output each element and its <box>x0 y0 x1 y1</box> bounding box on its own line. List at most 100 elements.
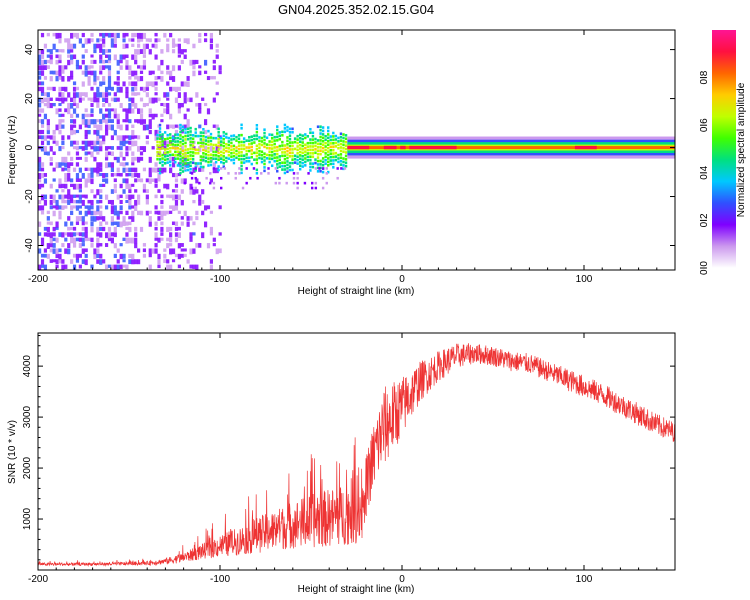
heatmap-cell <box>240 123 243 127</box>
heatmap-cell <box>324 152 327 155</box>
heatmap-cell <box>195 243 199 248</box>
heatmap-cell <box>125 119 129 123</box>
heatmap-cell <box>179 134 182 137</box>
heatmap-cell <box>84 135 88 140</box>
heatmap-cell <box>337 153 340 157</box>
heatmap-cell <box>137 210 141 216</box>
heatmap-cell <box>99 81 103 87</box>
heatmap-cell <box>207 143 210 147</box>
heatmap-cell <box>40 173 45 179</box>
heatmap-cell <box>245 159 248 163</box>
heatmap-cell <box>316 125 320 129</box>
heatmap-cell <box>209 38 214 44</box>
heatmap-cell <box>218 140 222 146</box>
heatmap-cell <box>72 124 77 128</box>
heatmap-cell <box>209 139 213 143</box>
heatmap-cell <box>166 97 170 101</box>
heatmap-cell <box>134 156 138 161</box>
heatmap-cell <box>99 124 103 131</box>
heatmap-cell <box>245 139 248 142</box>
heatmap-cell <box>189 59 193 66</box>
heatmap-cell <box>198 108 202 114</box>
heatmap-cell <box>281 151 284 154</box>
heatmap-cell <box>46 129 50 135</box>
heatmap-cell <box>212 162 216 168</box>
heatmap-cell <box>227 140 231 143</box>
heatmap-cell <box>52 178 56 182</box>
heatmap-cell <box>242 137 246 140</box>
heatmap-cell <box>154 92 158 96</box>
heatmap-cell <box>104 205 109 210</box>
heatmap-cell <box>134 81 138 87</box>
heatmap-cell <box>263 128 266 131</box>
heatmap-cell <box>309 148 312 152</box>
heatmap-cell <box>332 159 335 162</box>
heatmap-cell <box>207 153 210 157</box>
heatmap-cell <box>199 131 203 134</box>
heatmap-cell <box>122 253 126 259</box>
heatmap-cell <box>174 97 179 104</box>
heatmap-cell <box>40 162 45 167</box>
heatmap-cell <box>327 143 330 147</box>
heatmap-cell <box>161 140 164 143</box>
heatmap-cell <box>116 119 120 125</box>
heatmap-cell <box>212 186 216 190</box>
heatmap-cell <box>177 54 181 58</box>
heatmap-cell <box>166 133 169 137</box>
heatmap-cell <box>107 199 112 205</box>
heatmap-cell <box>202 145 205 148</box>
heatmap-cell <box>327 136 330 140</box>
heatmap-cell <box>227 147 231 150</box>
heatmap-cell <box>203 70 208 74</box>
heatmap-cell <box>102 102 106 107</box>
heatmap-cell <box>203 205 208 211</box>
heatmap-cell <box>186 155 190 158</box>
heatmap-cell <box>72 86 77 92</box>
heatmap-cell <box>154 232 158 238</box>
heatmap-cell <box>260 157 264 160</box>
heatmap-cell <box>260 136 264 140</box>
heatmap-cell <box>161 164 164 167</box>
heatmap-cell <box>255 161 259 165</box>
heatmap-cell <box>194 186 197 190</box>
heatmap-cell <box>154 113 158 118</box>
heatmap-cell <box>87 151 91 155</box>
heatmap-cell <box>223 167 227 170</box>
heatmap-cell <box>104 49 109 53</box>
heatmap-cell <box>78 183 82 189</box>
heatmap-cell <box>58 248 62 253</box>
heatmap-cell <box>40 264 45 268</box>
heatmap-cell <box>301 161 304 165</box>
heatmap-cell <box>46 65 50 70</box>
heatmap-cell <box>183 167 186 170</box>
heatmap-cell <box>179 154 182 158</box>
heatmap-cell <box>99 199 103 204</box>
heatmap-cell <box>137 76 141 82</box>
heatmap-cell <box>298 154 302 157</box>
heatmap-cell <box>288 144 292 148</box>
heatmap-cell <box>84 237 88 242</box>
heatmap-cell <box>201 232 205 239</box>
heatmap-cell <box>43 178 48 184</box>
heatmap-cell <box>81 59 85 65</box>
heatmap-cell <box>43 264 48 270</box>
heatmap-cell <box>145 178 149 183</box>
heatmap-cell <box>75 221 80 226</box>
heatmap-cell <box>96 146 100 152</box>
heatmap-cell <box>90 189 94 194</box>
heatmap-cell <box>142 65 147 70</box>
heatmap-cell <box>72 92 77 99</box>
heatmap-cell <box>134 119 138 123</box>
heatmap-cell <box>278 158 282 162</box>
y-tick-label: 40 <box>24 44 35 56</box>
heatmap-cell <box>160 113 164 117</box>
heatmap-cell <box>61 199 65 204</box>
heatmap-cell <box>49 221 53 226</box>
heatmap-cell <box>43 173 48 177</box>
heatmap-cell <box>270 164 274 168</box>
heatmap-cell <box>314 158 317 161</box>
heatmap-cell <box>248 146 251 149</box>
heatmap-cell <box>174 232 179 237</box>
heatmap-cell <box>81 81 85 87</box>
heatmap-cell <box>189 143 192 147</box>
